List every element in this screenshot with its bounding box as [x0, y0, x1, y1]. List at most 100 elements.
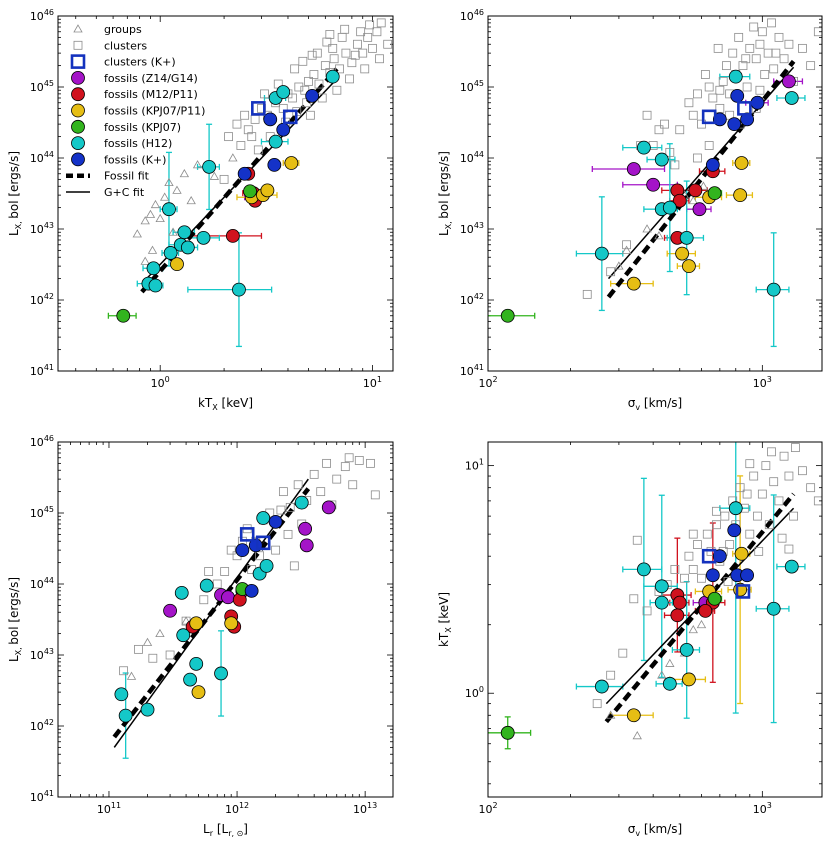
point-h12: [679, 643, 694, 657]
axes-frame: [57, 15, 394, 372]
y-tick-label: 1043: [30, 221, 54, 236]
point-clusters: [693, 540, 702, 549]
legend-label-m12: fossils (M12/P11): [104, 88, 198, 101]
point-clusters: [304, 76, 313, 86]
legend-label-kplus: fossils (K+): [104, 153, 166, 166]
point-clusters: [745, 43, 755, 53]
point-groups: [179, 168, 190, 178]
legend-swatch-m12: [71, 87, 85, 102]
markers: [114, 453, 380, 723]
point-clusters: [704, 82, 714, 92]
point-clusters: [212, 579, 222, 589]
point-clusters: [332, 85, 342, 95]
point-h12: [662, 200, 677, 215]
point-kplus: [705, 568, 720, 583]
point-clusters: [293, 480, 303, 490]
y-tick-label: 1046: [30, 8, 54, 23]
point-clusters: [309, 70, 319, 79]
point-clusters: [629, 594, 639, 604]
point-clusters: [660, 119, 669, 129]
point-groups: [155, 213, 165, 223]
point-clusters: [220, 567, 230, 576]
legend-swatch-groups: [73, 24, 83, 33]
x-tick-label: 1013: [353, 801, 377, 816]
point-clusters: [344, 453, 354, 463]
point-clusters: [356, 27, 366, 37]
point-groups: [605, 710, 616, 719]
point-clusters: [749, 22, 759, 32]
point-clusters: [806, 61, 816, 71]
point-clusters: [654, 125, 664, 135]
point-clusters: [688, 564, 698, 574]
point-kpj07p11: [733, 188, 748, 203]
legend-label-clusters: clusters: [104, 39, 147, 52]
point-m12: [698, 603, 713, 618]
point-h12: [148, 278, 163, 293]
point-clusters: [337, 32, 347, 42]
point-kplus: [705, 157, 720, 172]
point-kpj07p11: [734, 156, 749, 170]
point-h12: [118, 708, 133, 723]
point-clusters: [774, 496, 784, 506]
x-tick-label: 102: [478, 375, 497, 390]
point-clusters_kplus: [735, 584, 751, 599]
point-clusters: [322, 458, 331, 468]
point-clusters: [757, 489, 767, 499]
point-clusters: [253, 145, 263, 155]
point-clusters: [232, 119, 242, 129]
point-clusters: [693, 153, 702, 163]
point-clusters: [340, 462, 350, 472]
point-clusters: [582, 289, 592, 299]
point-clusters: [328, 43, 338, 53]
point-clusters: [375, 54, 384, 64]
error-bars: [488, 73, 806, 348]
x-tick-label: 100: [151, 375, 170, 390]
point-kplus: [712, 549, 727, 564]
point-clusters: [335, 64, 344, 74]
point-groups: [209, 171, 220, 180]
point-clusters: [383, 39, 393, 49]
point-clusters: [806, 483, 816, 493]
point-clusters: [784, 39, 794, 49]
point-clusters: [309, 469, 319, 479]
y-axis-label: LX, bol [ergs/s]: [7, 151, 23, 236]
legend-swatch-clusters_kplus: [70, 54, 86, 69]
y-tick-label: 1041: [460, 363, 484, 378]
point-clusters: [813, 27, 822, 37]
point-h12: [180, 240, 195, 255]
point-h12: [728, 501, 743, 516]
point-kpj07p11: [626, 708, 641, 723]
point-h12: [294, 495, 309, 510]
point-clusters: [735, 483, 745, 493]
point-kpj07p11: [260, 183, 275, 198]
markers: [116, 18, 393, 323]
y-tick-label: 1044: [30, 150, 54, 165]
point-groups: [688, 195, 698, 205]
point-clusters: [784, 471, 794, 481]
point-kpj07p11: [170, 257, 184, 272]
point-h12: [176, 628, 191, 643]
point-clusters: [348, 480, 358, 490]
point-h12: [196, 230, 211, 245]
point-kplus: [276, 122, 291, 137]
point-m12: [688, 183, 703, 198]
legend-label-z14: fossils (Z14/G14): [104, 72, 198, 85]
point-clusters: [711, 520, 721, 530]
legend-label-clusters_kplus: clusters (K+): [104, 56, 176, 69]
point-clusters: [757, 27, 767, 37]
legend-label-gc_fit: G+C fit: [104, 186, 145, 199]
point-kpj07p11: [191, 685, 206, 700]
point-groups: [228, 153, 238, 162]
point-groups: [145, 209, 156, 218]
point-clusters: [708, 93, 718, 103]
point-clusters: [755, 85, 765, 95]
point-groups: [150, 199, 161, 209]
point-kplus: [235, 543, 250, 558]
y-tick-label: 1042: [30, 718, 54, 733]
x-tick-label: 1012: [225, 801, 249, 816]
point-clusters: [761, 461, 771, 471]
point-clusters: [592, 699, 602, 709]
point-h12: [259, 558, 274, 573]
point-groups: [621, 245, 632, 254]
point-clusters_kplus: [255, 535, 271, 551]
